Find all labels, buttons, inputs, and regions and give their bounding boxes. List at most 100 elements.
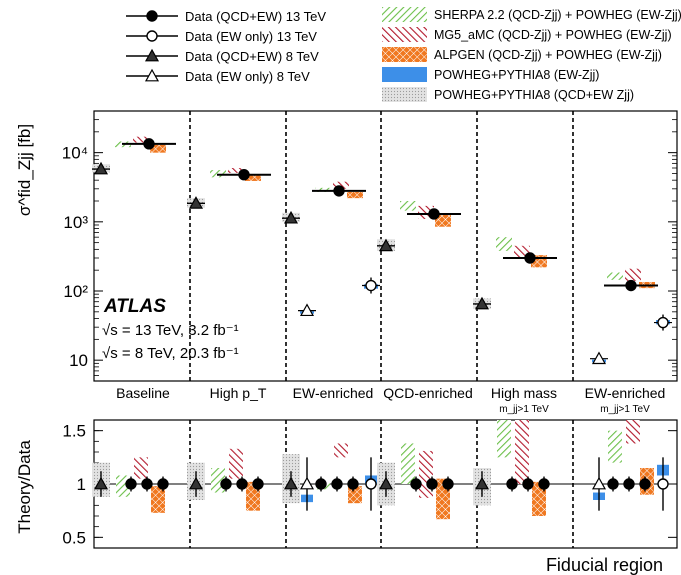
- region-2-upper: [187, 167, 271, 209]
- legend-entry-data-qcd-ew-13-tev: Data (QCD+EW) 13 TeV: [126, 9, 326, 24]
- ratio-point-data-qcd-ew-13tev: [522, 478, 534, 490]
- band-alpgen-qcd-zjj-powheg-ew-zjj: [347, 191, 363, 199]
- legend-marker-open-circle: [146, 30, 158, 42]
- point-data-qcd-ew-13tev: [333, 185, 345, 197]
- category-label-high-p-t: High p_T: [210, 385, 267, 401]
- legend-swatch: [382, 7, 427, 22]
- ratio-point-data-qcd-ew-13tev: [141, 478, 153, 490]
- legend-swatch: [382, 47, 427, 62]
- ratio-point-data-qcd-ew-13tev: [426, 478, 438, 490]
- point-data-qcd-ew-13tev: [428, 208, 440, 220]
- region-5-lower: [473, 420, 550, 516]
- category-label-ew-enriched: EW-enriched: [293, 385, 374, 401]
- region-3-upper: [282, 181, 380, 317]
- band-alpgen-qcd-zjj-powheg-ew-zjj: [150, 144, 166, 153]
- legend-swatch: [382, 27, 427, 42]
- ratio-band-mg5-amc-qcd-zjj-powheg-ew-zjj: [515, 420, 529, 484]
- x-axis-label: Fiducial region: [546, 555, 663, 575]
- point-data-ew-only-8tev: [591, 351, 607, 365]
- ratio-point-data-qcd-ew-8tev: [93, 476, 109, 490]
- band-mg5-amc-qcd-zjj-powheg-ew-zjj: [133, 136, 149, 143]
- ratio-point-data-qcd-ew-13tev: [331, 478, 343, 490]
- point-data-qcd-ew-13tev: [238, 168, 250, 181]
- region-2-lower: [187, 448, 264, 511]
- ratio-point-data-qcd-ew-13tev: [623, 478, 635, 490]
- energy-label-13tev: √s = 13 TeV, 3.2 fb⁻¹: [102, 322, 239, 339]
- ratio-point-data-qcd-ew-13tev: [236, 478, 248, 490]
- ratio-point-data-qcd-ew-13tev: [410, 478, 422, 490]
- ratio-point-data-qcd-ew-13tev: [506, 478, 518, 490]
- point-data-qcd-ew-8tev: [93, 161, 109, 175]
- category-label-baseline: Baseline: [116, 385, 170, 401]
- category-label-high-mass: High mass: [491, 385, 557, 401]
- point-data-qcd-ew-13tev: [143, 138, 155, 150]
- category-sublabel: m_jj>1 TeV: [499, 404, 549, 415]
- legend-marker-open-triangle: [144, 68, 160, 82]
- legend-label: Data (EW only) 8 TeV: [185, 69, 310, 84]
- point-data-qcd-ew-8tev: [378, 238, 394, 252]
- legend-label: MG5_aMC (QCD-Zjj) + POWHEG (EW-Zjj): [434, 28, 672, 42]
- region-1-upper: [92, 136, 176, 175]
- region-5-upper: [473, 237, 557, 310]
- lower-panel: Theory/Data 0.5 1 1.5: [15, 419, 678, 549]
- upper-y-tick-label: 10: [69, 351, 88, 370]
- category-label-ew-enriched: EW-enriched: [585, 385, 666, 401]
- region-1-lower: [92, 457, 169, 513]
- ratio-band-alpgen-qcd-zjj-powheg-ew-zjj: [151, 486, 165, 513]
- point-data-ew-only-8tev: [299, 303, 315, 317]
- ratio-point-data-qcd-ew-13tev: [538, 478, 550, 490]
- lower-y-tick-label: 1.5: [62, 422, 86, 441]
- category-label-qcd-enriched: QCD-enriched: [383, 385, 472, 401]
- legend-entry-data-ew-only-13-tev: Data (EW only) 13 TeV: [126, 29, 317, 44]
- band-mg5-amc-qcd-zjj-powheg-ew-zjj: [514, 245, 530, 258]
- ratio-band-sherpa-2-2-qcd-zjj-powheg-ew-zjj: [401, 443, 415, 484]
- ratio-band-alpgen-qcd-zjj-powheg-ew-zjj: [532, 481, 546, 516]
- ratio-point-data-qcd-ew-13tev: [315, 478, 327, 490]
- band-sherpa-2-2-qcd-zjj-powheg-ew-zjj: [210, 170, 226, 178]
- ratio-point-data-qcd-ew-13tev: [220, 478, 232, 490]
- ratio-point-data-qcd-ew-13tev: [125, 478, 137, 490]
- ratio-point-data-ew-only-13tev: [657, 478, 669, 490]
- energy-label-8tev: √s = 8 TeV, 20.3 fb⁻¹: [102, 345, 239, 362]
- category-sublabel: m_jj>1 TeV: [600, 404, 650, 415]
- band-mg5-amc-qcd-zjj-powheg-ew-zjj: [228, 167, 244, 173]
- legend-label: ALPGEN (QCD-Zjj) + POWHEG (EW-Zjj): [434, 48, 662, 62]
- band-mg5-amc-qcd-zjj-powheg-ew-zjj: [625, 268, 641, 281]
- legend-marker-filled-triangle: [144, 48, 160, 62]
- ratio-point-data-ew-only-13tev: [365, 478, 377, 490]
- point-data-qcd-ew-8tev: [188, 196, 204, 209]
- ratio-point-data-qcd-ew-8tev: [378, 476, 394, 490]
- band-sherpa-2-2-qcd-zjj-powheg-ew-zjj: [496, 237, 512, 251]
- ratio-point-data-ew-only-8tev: [591, 476, 607, 490]
- lower-y-tick-label: 1: [77, 475, 86, 494]
- legend-entry-data-qcd-ew-8-tev: Data (QCD+EW) 8 TeV: [126, 48, 319, 64]
- band-alpgen-qcd-zjj-powheg-ew-zjj: [245, 174, 261, 181]
- ratio-point-data-qcd-ew-8tev: [188, 476, 204, 490]
- legend-entry-data-ew-only-8-tev: Data (EW only) 8 TeV: [126, 68, 310, 84]
- ratio-point-data-qcd-ew-13tev: [442, 478, 454, 490]
- ratio-point-data-qcd-ew-13tev: [252, 478, 264, 490]
- ratio-band-mg5-amc-qcd-zjj-powheg-ew-zjj: [134, 457, 148, 479]
- point-data-qcd-ew-8tev: [283, 210, 299, 224]
- legend-swatch: [382, 67, 427, 82]
- ratio-band-alpgen-qcd-zjj-powheg-ew-zjj: [348, 486, 362, 504]
- legend-label: SHERPA 2.2 (QCD-Zjj) + POWHEG (EW-Zjj): [434, 8, 681, 22]
- ratio-band-mg5-amc-qcd-zjj-powheg-ew-zjj: [334, 443, 348, 458]
- lower-y-tick-label: 0.5: [62, 528, 86, 547]
- lower-marks: [92, 420, 669, 548]
- legend-swatch: [382, 87, 427, 102]
- atlas-label: ATLAS: [103, 296, 166, 317]
- upper-y-tick-label: 10²: [63, 282, 88, 301]
- legend-entry-powheg-pythia8-qcd-ew-zjj: POWHEG+PYTHIA8 (QCD+EW Zjj): [382, 87, 634, 102]
- band-sherpa-2-2-qcd-zjj-powheg-ew-zjj: [607, 272, 623, 280]
- legend-entry-alpgen-qcd-zjj-powheg-ew-zjj: ALPGEN (QCD-Zjj) + POWHEG (EW-Zjj): [382, 47, 662, 62]
- upper-plot-frame: [93, 110, 678, 382]
- legend-entry-sherpa-2-2-qcd-zjj-powheg-ew-zjj: SHERPA 2.2 (QCD-Zjj) + POWHEG (EW-Zjj): [382, 7, 681, 22]
- legend-label: POWHEG+PYTHIA8 (EW-Zjj): [434, 68, 599, 82]
- ratio-point-data-ew-only-8tev: [299, 476, 315, 490]
- legend-entry-mg5-amc-qcd-zjj-powheg-ew-zjj: MG5_aMC (QCD-Zjj) + POWHEG (EW-Zjj): [382, 27, 672, 42]
- legend-label: Data (QCD+EW) 8 TeV: [185, 49, 319, 64]
- legend: Data (QCD+EW) 13 TeV Data (EW only) 13 Te…: [126, 7, 681, 102]
- point-data-qcd-ew-13tev: [625, 279, 637, 292]
